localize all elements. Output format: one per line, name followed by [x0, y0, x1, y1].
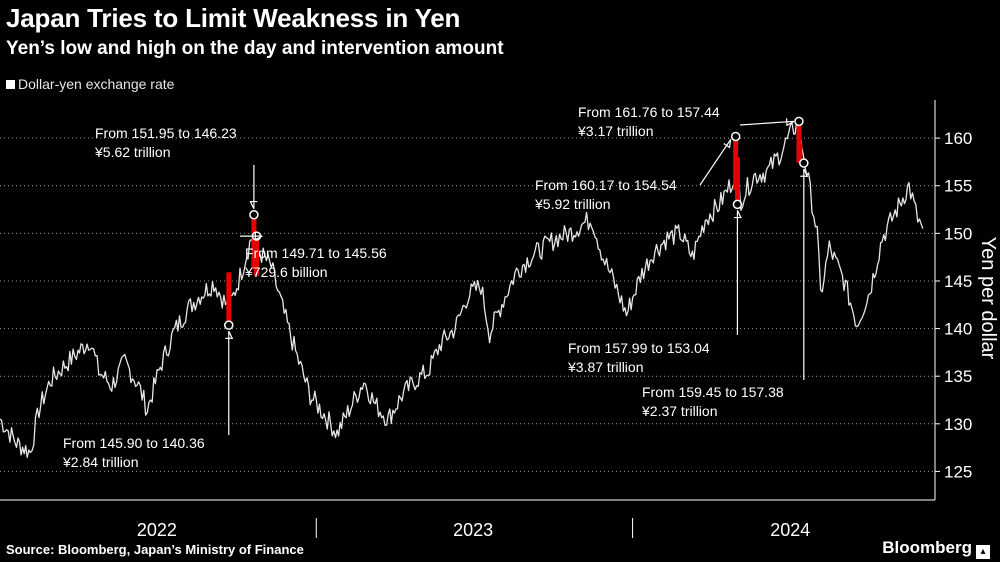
grid-lines	[0, 137, 940, 472]
annotation-label-2: From 151.95 to 146.23	[95, 125, 237, 141]
intervention-bar-7	[797, 143, 803, 164]
y-tick-label-145: 145	[944, 272, 972, 291]
intervention-bar-1	[226, 272, 232, 326]
series-line-dollar-yen	[0, 121, 924, 459]
intervention-marker-7	[799, 158, 809, 168]
x-tick-label-2023: 2023	[453, 520, 493, 540]
annotation-arrow-7-head	[800, 168, 809, 177]
annotation-amount-5: ¥3.87 trillion	[567, 359, 644, 375]
annotation-amount-2: ¥5.62 trillion	[94, 144, 171, 160]
y-tick-labels: 125 130 135 140 145 150 155 160	[944, 129, 972, 481]
annotation-amount-4: ¥5.92 trillion	[534, 196, 611, 212]
annotation-label-1: From 145.90 to 140.36	[63, 435, 205, 451]
annotation-amount-1: ¥2.84 trillion	[62, 454, 139, 470]
y-tick-label-140: 140	[944, 320, 972, 339]
page-subtitle: Yen’s low and high on the day and interv…	[6, 38, 504, 59]
annotation-amount-6: ¥3.17 trillion	[577, 123, 654, 139]
source-note: Source: Bloomberg, Japan’s Ministry of F…	[6, 542, 304, 557]
y-tick-label-125: 125	[944, 462, 972, 481]
annotation-arrow-2-head	[249, 200, 258, 210]
axes	[0, 100, 936, 501]
legend: Dollar-yen exchange rate	[6, 76, 174, 92]
page-title: Japan Tries to Limit Weakness in Yen	[6, 3, 461, 33]
legend-label: Dollar-yen exchange rate	[18, 76, 175, 92]
x-tick-labels: 2022 2023 2024	[137, 518, 810, 540]
y-tick-label-130: 130	[944, 415, 972, 434]
intervention-bar-2	[251, 214, 257, 270]
annotations: From 145.90 to 140.36 ¥2.84 trillion From …	[62, 104, 809, 470]
brand-logo: Bloomberg ▴	[882, 538, 990, 559]
x-tick-label-2024: 2024	[770, 520, 810, 540]
annotation-arrow-4-head	[723, 139, 732, 149]
annotation-label-7: From 159.45 to 157.38	[642, 384, 784, 400]
intervention-marker-2	[249, 210, 259, 220]
y-tick-label-150: 150	[944, 224, 972, 243]
legend-swatch	[6, 80, 15, 89]
x-tick-label-2022: 2022	[137, 520, 177, 540]
annotation-arrow-1-head	[225, 330, 234, 339]
intervention-marker-1	[224, 320, 234, 330]
y-tick-label-155: 155	[944, 177, 972, 196]
annotation-arrow-6-head	[785, 118, 795, 127]
bloomberg-icon: ▴	[976, 545, 990, 559]
intervention-marker-6	[794, 116, 804, 127]
y-tick-label-160: 160	[944, 129, 972, 148]
y-tick-label-135: 135	[944, 367, 972, 386]
annotation-amount-7: ¥2.37 trillion	[641, 403, 718, 419]
annotation-arrow-6-line	[739, 120, 794, 126]
intervention-bars	[226, 121, 803, 326]
intervention-marker-5	[732, 199, 743, 210]
intervention-marker-4	[730, 131, 741, 142]
annotation-arrow-4-line	[699, 139, 732, 186]
annotation-label-6: From 161.76 to 157.44	[578, 104, 720, 120]
intervention-bar-3	[253, 236, 259, 276]
y-axis-label: Yen per dollar	[977, 237, 999, 360]
intervention-bar-5	[734, 157, 740, 205]
annotation-amount-3: ¥729.6 billion	[244, 264, 328, 280]
annotation-label-5: From 157.99 to 153.04	[568, 340, 710, 356]
annotation-label-3: From 149.71 to 145.56	[245, 245, 387, 261]
annotation-label-4: From 160.17 to 154.54	[535, 177, 677, 193]
brand-name: Bloomberg	[882, 538, 972, 557]
annotation-arrow-3-head	[254, 232, 263, 241]
intervention-bar-6	[796, 121, 802, 163]
annotation-arrow-5-head	[733, 210, 742, 219]
